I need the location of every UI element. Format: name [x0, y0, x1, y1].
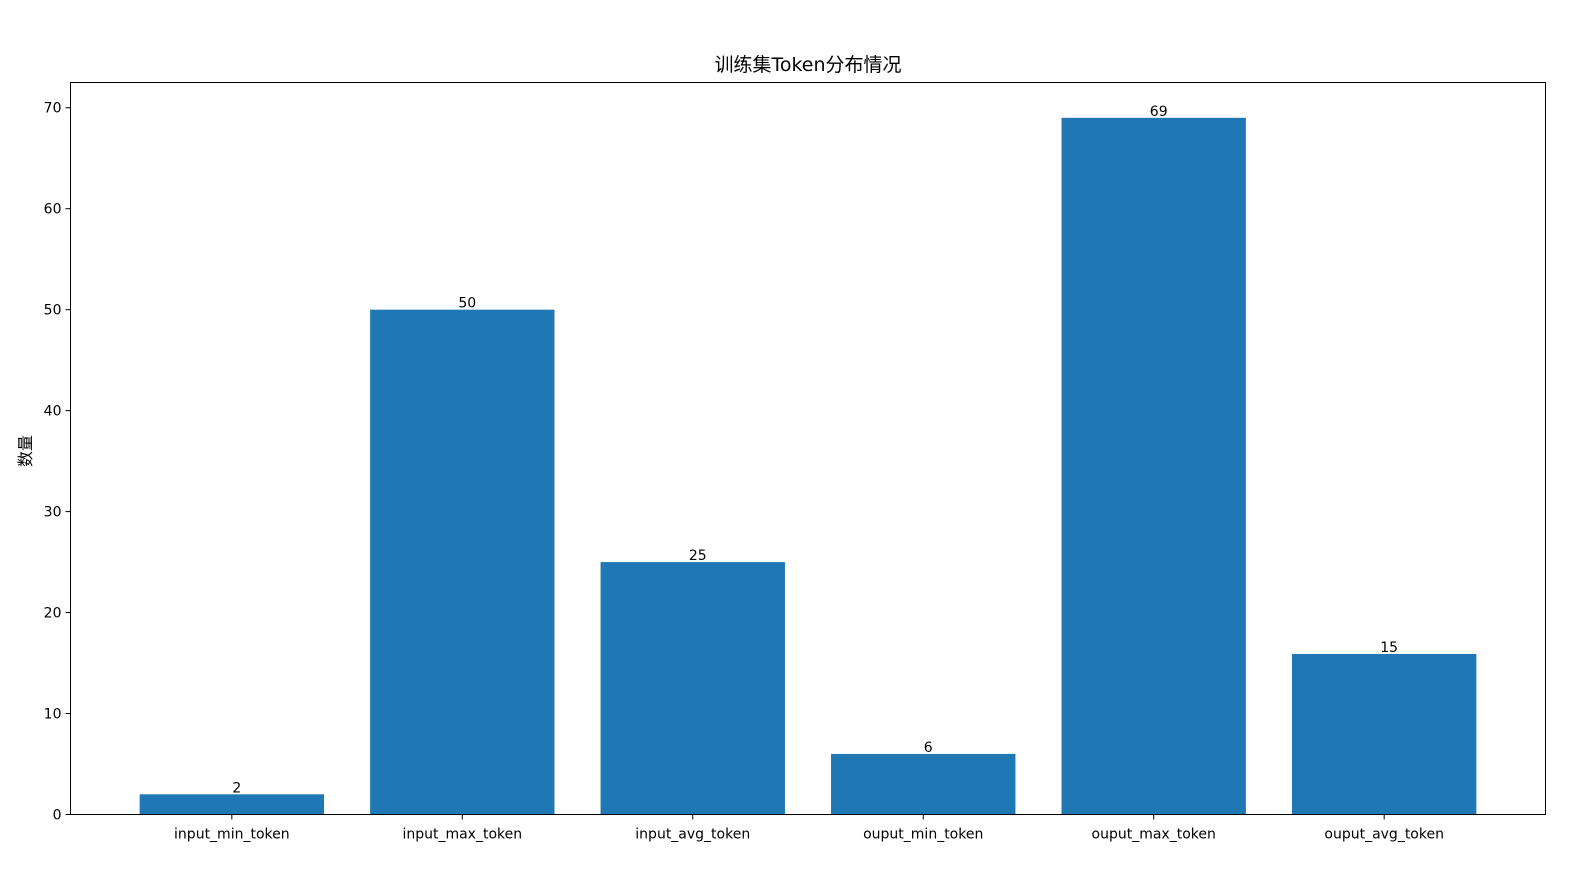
bar-input-avg-token	[600, 562, 785, 815]
data-label-ouput-min-token: 6	[924, 740, 933, 756]
y-tick-label-70: 70	[44, 101, 62, 117]
x-tick-label-ouput-min-token: ouput_min_token	[863, 827, 983, 843]
y-tick-label-60: 60	[44, 202, 62, 218]
bar-input-min-token	[139, 794, 325, 815]
plot-area: 2 input_min_token 50 input_max_token 25 input…	[44, 101, 1477, 843]
y-axis-label: 数量	[16, 435, 35, 467]
data-label-input-min-token: 2	[232, 780, 241, 796]
y-tick-label-0: 0	[53, 808, 62, 824]
bar-input-max-token	[370, 309, 555, 815]
x-tick-label-input-min-token: input_min_token	[174, 827, 290, 843]
y-tick-label-20: 20	[44, 606, 62, 622]
chart-title: 训练集Token分布情况	[714, 54, 901, 76]
x-tick-label-input-max-token: input_max_token	[402, 827, 522, 843]
data-label-input-max-token: 50	[458, 296, 476, 312]
data-label-input-avg-token: 25	[689, 548, 707, 564]
x-tick-label-ouput-avg-token: ouput_avg_token	[1324, 827, 1444, 843]
data-label-ouput-max-token: 69	[1150, 104, 1168, 120]
data-label-ouput-avg-token: 15	[1380, 640, 1398, 656]
plot-frame	[70, 82, 1546, 815]
x-tick-label-input-avg-token: input_avg_token	[635, 827, 750, 843]
y-tick-label-50: 50	[44, 303, 62, 319]
y-tick-label-30: 30	[44, 505, 62, 521]
bar-ouput-avg-token	[1291, 653, 1477, 815]
x-tick-label-ouput-max-token: ouput_max_token	[1092, 827, 1216, 843]
bar-ouput-max-token	[1061, 117, 1246, 815]
y-tick-label-40: 40	[44, 404, 62, 420]
bar-ouput-min-token	[831, 753, 1016, 815]
y-tick-label-10: 10	[44, 707, 62, 723]
